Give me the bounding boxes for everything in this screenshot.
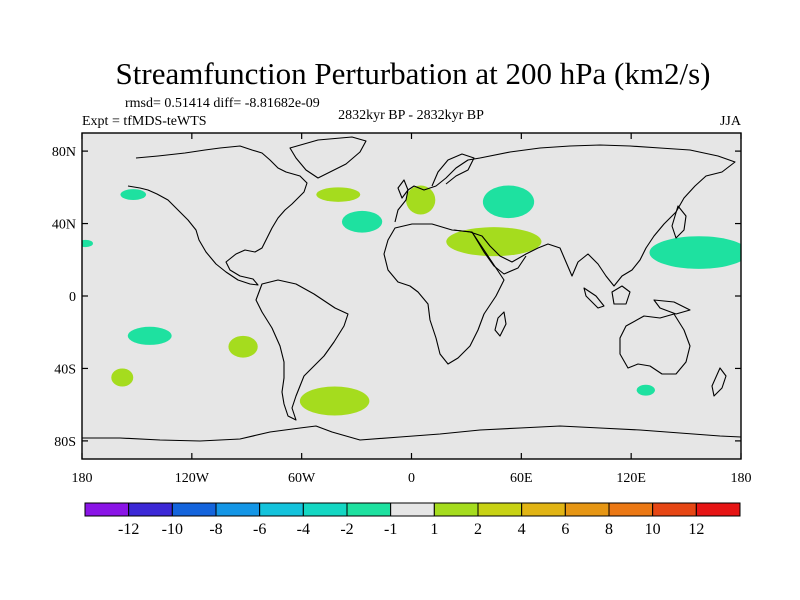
colorbar-swatch-9	[477, 502, 523, 517]
colorbar-label-4: -4	[297, 521, 310, 538]
colorbar-swatch-4	[259, 502, 304, 517]
colorbar-swatch-13	[652, 502, 697, 517]
map-background	[82, 133, 741, 459]
y-tick-label-2: 0	[69, 290, 76, 305]
coastline-antarctica	[82, 425, 741, 442]
coastline-borneo	[611, 285, 631, 305]
anomaly-region-1	[316, 187, 361, 202]
x-tick-label-1: 120W	[175, 471, 210, 486]
x-tick-label-4: 60E	[510, 471, 533, 486]
colorbar-swatch-10	[521, 502, 566, 517]
colorbar-swatch-0	[84, 502, 130, 517]
colorbar-label-7: 1	[430, 521, 438, 538]
anomaly-region-2	[341, 210, 383, 233]
chart-title: Streamfunction Perturbation at 200 hPa (…	[116, 56, 711, 91]
coastline-uk	[397, 179, 409, 199]
x-tick-label-3: 0	[408, 471, 415, 486]
x-tick-label-5: 120E	[616, 471, 646, 486]
colorbar-swatch-5	[302, 502, 348, 517]
colorbar-swatch-7	[390, 502, 435, 517]
colorbar-swatch-1	[128, 502, 173, 517]
coastline-greenland	[289, 136, 367, 179]
colorbar-label-10: 6	[561, 521, 569, 538]
y-axis: 80N 40N 0 40S 80S	[52, 145, 741, 450]
anomaly-region-4	[482, 185, 535, 219]
map-area: 180 120W 60W 0 60E 120E 180 80N 40N 0 40S 80S	[52, 132, 752, 486]
colorbar-swatch-3	[215, 502, 261, 517]
colorbar-label-3: -6	[253, 521, 266, 538]
colorbar-label-13: 12	[688, 521, 704, 538]
anomaly-layer	[82, 185, 741, 416]
colorbar-label-1: -10	[162, 521, 183, 538]
anomaly-region-9	[228, 335, 258, 358]
colorbar-label-6: -1	[384, 521, 397, 538]
coastline-sumatra	[583, 287, 605, 309]
y-tick-label-1: 40N	[52, 218, 76, 233]
colorbar-label-8: 2	[474, 521, 482, 538]
colorbar-swatch-14	[695, 502, 741, 517]
colorbar-label-5: -2	[340, 521, 353, 538]
season-label: JJA	[720, 114, 742, 129]
coastline-new-guinea	[653, 299, 691, 315]
y-tick-label-4: 80S	[54, 435, 76, 450]
coastline-north-america	[127, 145, 308, 286]
colorbar-label-9: 4	[518, 521, 526, 538]
anomaly-region-8	[127, 326, 172, 345]
colorbar: -12 -10 -8 -6 -4 -2 -1 1 2 4 6 8 10 12	[84, 502, 741, 538]
colorbar-swatch-8	[433, 502, 479, 517]
experiment-label: Expt = tfMDS-teWTS	[82, 114, 207, 129]
period-label: 2832kyr BP - 2832kyr BP	[338, 108, 484, 123]
coastlines	[82, 136, 741, 442]
x-tick-label-6: 180	[731, 471, 752, 486]
coastline-japan	[671, 205, 687, 239]
coastline-arabia	[471, 231, 527, 275]
coastline-scandinavia	[431, 153, 475, 187]
anomaly-region-10	[111, 368, 134, 387]
colorbar-swatch-11	[564, 502, 610, 517]
anomaly-region-11	[299, 386, 370, 416]
anomaly-region-3	[406, 185, 436, 215]
colorbar-label-0: -12	[118, 521, 139, 538]
coastline-madagascar	[494, 311, 507, 337]
anomaly-region-0	[120, 189, 147, 201]
coastline-europe	[394, 157, 481, 223]
coastline-asia	[453, 144, 736, 287]
colorbar-label-11: 8	[605, 521, 613, 538]
anomaly-region-7	[82, 239, 93, 248]
colorbar-label-12: 10	[645, 521, 661, 538]
colorbar-label-2: -8	[209, 521, 222, 538]
x-axis: 180 120W 60W 0 60E 120E 180	[72, 133, 752, 486]
colorbar-swatch-12	[608, 502, 654, 517]
coastline-south-america	[255, 279, 349, 421]
colorbar-swatch-2	[171, 502, 217, 517]
coastline-australia	[619, 313, 691, 375]
anomaly-region-6	[649, 236, 741, 269]
anomaly-region-5	[446, 227, 542, 257]
y-tick-label-0: 80N	[52, 145, 76, 160]
x-tick-label-0: 180	[72, 471, 93, 486]
x-tick-label-2: 60W	[288, 471, 316, 486]
colorbar-swatch-6	[346, 502, 392, 517]
stats-label: rmsd= 0.51414 diff= -8.81682e-09	[125, 96, 320, 111]
anomaly-region-12	[636, 384, 655, 396]
y-tick-label-3: 40S	[54, 362, 76, 377]
coastline-new-zealand	[711, 367, 727, 397]
